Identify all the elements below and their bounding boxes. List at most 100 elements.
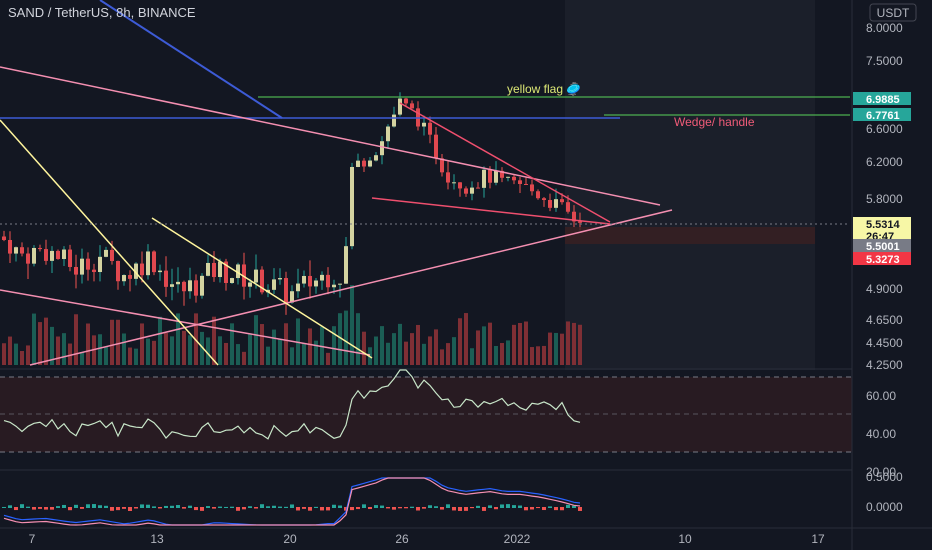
candle-body xyxy=(398,98,402,115)
volume-bar xyxy=(278,339,282,365)
candle-body xyxy=(62,249,66,259)
candle-body xyxy=(212,262,216,278)
candle-body xyxy=(134,263,138,279)
macd-hist-bar xyxy=(272,505,276,508)
price-tick: 6.2000 xyxy=(866,155,903,169)
volume-bar xyxy=(386,342,390,365)
macd-hist-bar xyxy=(518,505,522,508)
volume-bar xyxy=(44,317,48,365)
volume-bar xyxy=(8,336,12,365)
macd-hist-bar xyxy=(32,507,36,510)
volume-bar xyxy=(452,337,456,365)
price-axis[interactable] xyxy=(852,0,932,550)
volume-bar xyxy=(476,330,480,365)
candle-body xyxy=(50,250,54,261)
candle-body xyxy=(146,251,150,276)
macd-hist-bar xyxy=(470,507,474,509)
time-tick: 2022 xyxy=(504,532,531,546)
volume-bar xyxy=(530,347,534,365)
macd-hist-bar xyxy=(476,505,480,508)
candle-body xyxy=(560,199,564,203)
time-tick: 20 xyxy=(283,532,297,546)
time-tick: 17 xyxy=(811,532,825,546)
yellow-line-right xyxy=(151,217,373,359)
volume-bar xyxy=(374,336,378,365)
macd-tick: 0.5000 xyxy=(866,470,903,484)
candle-body xyxy=(572,211,576,222)
macd-hist-bar xyxy=(536,507,540,509)
candle-body xyxy=(200,275,204,296)
macd-hist-bar xyxy=(176,505,180,508)
candle-body xyxy=(548,200,552,208)
volume-bar xyxy=(362,331,366,365)
time-tick-labels: 7 13 20 26 2022 10 17 xyxy=(29,532,825,546)
candle-body xyxy=(524,183,528,185)
volume-bar xyxy=(116,319,120,365)
macd-hist-bar xyxy=(434,506,438,508)
candle-body xyxy=(554,199,558,208)
time-tick: 7 xyxy=(29,532,36,546)
macd-hist-bar xyxy=(290,504,294,508)
candle-body xyxy=(404,98,408,104)
rsi-line xyxy=(3,369,581,440)
candle-body xyxy=(38,247,42,250)
macd-hist-bar xyxy=(74,504,78,508)
volume-bar xyxy=(56,336,60,365)
macd-hist-bar xyxy=(260,504,264,508)
candlesticks xyxy=(2,92,582,315)
candle-body xyxy=(482,169,486,188)
macd-hist-bar xyxy=(164,505,168,508)
volume-bar xyxy=(176,313,180,365)
volume-bar xyxy=(566,321,570,365)
macd-hist-bar xyxy=(86,504,90,508)
volume-bar xyxy=(236,344,240,365)
volume-bar xyxy=(470,348,474,365)
candle-body xyxy=(452,182,456,184)
macd-hist-bar xyxy=(578,507,582,511)
volume-bar xyxy=(464,313,468,365)
macd-hist-bar xyxy=(254,507,258,509)
candle-body xyxy=(26,253,30,264)
candle-body xyxy=(14,247,18,254)
volume-bar xyxy=(512,324,516,365)
volume-bar xyxy=(20,350,24,365)
macd-hist-bar xyxy=(182,507,186,509)
candle-body xyxy=(104,249,108,257)
candle-body xyxy=(2,236,6,240)
candle-body xyxy=(164,270,168,287)
candle-body xyxy=(92,269,96,273)
volume-bar xyxy=(536,346,540,365)
macd-hist-bar xyxy=(296,507,300,511)
macd-hist-bar xyxy=(428,505,432,508)
macd-hist-bar xyxy=(422,507,426,509)
macd-hist-bar xyxy=(344,507,348,511)
volume-bar xyxy=(86,323,90,365)
currency-button[interactable] xyxy=(869,3,917,22)
macd-hist-bar xyxy=(104,505,108,508)
volume-bar xyxy=(398,323,402,365)
volume-bar xyxy=(320,326,324,365)
price-tick: 6.6000 xyxy=(866,122,903,136)
candle-body xyxy=(386,126,390,142)
time-tick: 26 xyxy=(395,532,409,546)
macd-hist-bar xyxy=(560,507,564,511)
volume-bar xyxy=(488,322,492,365)
volume-bar xyxy=(344,310,348,365)
pink-descending-line xyxy=(0,66,661,206)
macd-hist-bar xyxy=(122,507,126,509)
macd-hist-bar xyxy=(350,507,354,511)
volume-bar xyxy=(98,334,102,365)
rsi-tick: 60.00 xyxy=(866,389,896,403)
volume-bar xyxy=(332,326,336,365)
macd-histogram xyxy=(2,504,582,511)
macd-hist-bar xyxy=(332,504,336,508)
volume-bar xyxy=(302,343,306,365)
macd-hist-bar xyxy=(80,507,84,509)
candle-body xyxy=(530,184,534,192)
candle-body xyxy=(68,249,72,267)
candle-body xyxy=(116,260,120,282)
volume-bar xyxy=(2,343,6,365)
candle-body xyxy=(98,256,102,273)
candle-body xyxy=(458,182,462,189)
